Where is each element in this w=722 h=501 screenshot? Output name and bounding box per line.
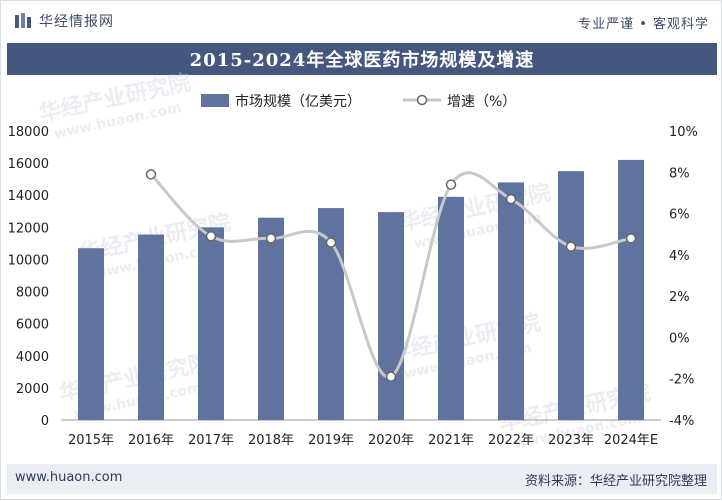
x-axis-tick: 2021年 xyxy=(428,433,474,448)
left-axis-tick: 18000 xyxy=(8,125,49,140)
legend-line-marker xyxy=(416,94,428,106)
growth-point xyxy=(145,169,157,180)
right-axis-tick: 4% xyxy=(669,249,690,264)
legend: 市场规模（亿美元） 增速（%） xyxy=(201,93,516,110)
bar xyxy=(198,227,224,420)
brand-logo-icon xyxy=(15,13,31,28)
top-bar: 华经情报网 专业严谨 • 客观科学 xyxy=(1,1,722,41)
bar xyxy=(78,248,104,420)
growth-point xyxy=(385,371,397,382)
bar xyxy=(258,217,284,420)
x-axis-tick: 2023年 xyxy=(548,433,594,448)
footer-source: 资料来源：华经产业研究院整理 xyxy=(524,474,707,489)
left-axis-tick: 12000 xyxy=(8,221,49,236)
x-axis-tick: 2019年 xyxy=(308,433,354,448)
left-axis-tick: 6000 xyxy=(16,318,49,333)
line-series xyxy=(145,169,637,382)
right-axis-tick: 10% xyxy=(669,125,698,140)
bar xyxy=(378,212,404,420)
left-axis-tick: 0 xyxy=(41,414,49,429)
x-axis-tick: 2017年 xyxy=(188,433,234,448)
x-axis-tick: 2022年 xyxy=(488,433,534,448)
growth-point xyxy=(625,233,637,244)
right-axis: -4% -2% 0% 2% 4% 6% 8% 10% xyxy=(669,125,698,429)
right-axis-tick: 6% xyxy=(669,208,690,223)
footer-band xyxy=(7,464,717,494)
bar xyxy=(558,171,584,420)
growth-point xyxy=(265,233,277,244)
left-axis-tick: 10000 xyxy=(8,253,49,268)
brand: 华经情报网 xyxy=(13,11,114,31)
left-axis-tick: 4000 xyxy=(16,350,49,365)
slogan: 专业严谨 • 客观科学 xyxy=(578,17,709,32)
bar xyxy=(498,182,524,420)
x-axis-tick: 2016年 xyxy=(128,433,174,448)
left-axis: 0 2000 4000 6000 8000 10000 12000 14000 16000 180… xyxy=(8,125,49,429)
x-axis-tick: 2024年E xyxy=(604,433,658,448)
growth-point xyxy=(205,231,217,242)
right-axis-tick: 8% xyxy=(669,166,690,181)
bar-series xyxy=(78,159,644,420)
right-axis-tick: 0% xyxy=(669,331,690,346)
growth-point xyxy=(565,241,577,252)
left-axis-tick: 2000 xyxy=(16,382,49,397)
bar xyxy=(438,196,464,420)
legend-bar-swatch xyxy=(201,94,229,107)
left-axis-tick: 8000 xyxy=(16,286,49,301)
bar xyxy=(618,159,644,420)
chart-title: 2015-2024年全球医药市场规模及增速 xyxy=(7,43,717,75)
legend-line-label: 增速（%） xyxy=(447,94,516,110)
growth-point xyxy=(325,237,337,248)
left-axis-tick: 14000 xyxy=(8,189,49,204)
x-axis-tick: 2015年 xyxy=(68,433,114,448)
left-axis-tick: 16000 xyxy=(8,157,49,172)
right-axis-tick: -2% xyxy=(669,373,694,388)
brand-name: 华经情报网 xyxy=(39,14,114,30)
x-axis-tick: 2018年 xyxy=(248,433,294,448)
bar xyxy=(138,234,164,420)
growth-point xyxy=(445,179,457,190)
legend-bar-label: 市场规模（亿美元） xyxy=(235,93,361,110)
footer-url[interactable]: www.huaon.com xyxy=(15,470,123,485)
right-axis-tick: -4% xyxy=(669,414,694,429)
right-axis-tick: 2% xyxy=(669,290,690,305)
x-axis-tick: 2020年 xyxy=(368,433,414,448)
growth-point xyxy=(505,193,517,205)
